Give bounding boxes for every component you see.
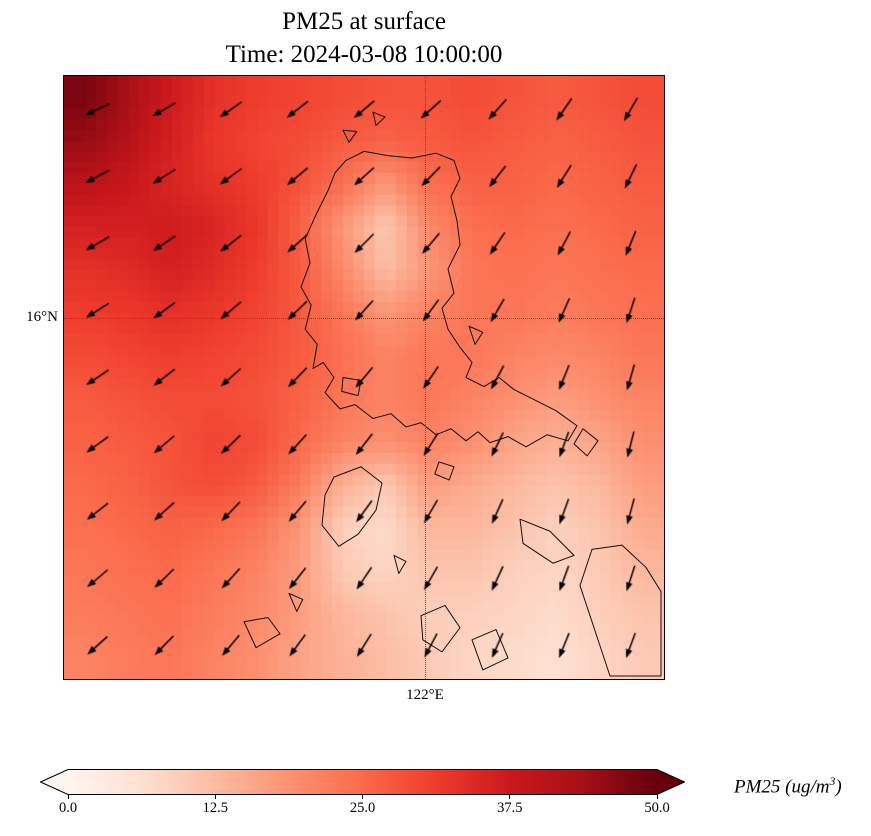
lat-tick-label: 16°N [26, 309, 58, 325]
colorbar-tick-mark [214, 795, 216, 799]
colorbar-tick-label: 12.5 [202, 800, 228, 816]
colorbar-tick-label: 25.0 [349, 800, 376, 816]
wind-quiver [64, 76, 664, 679]
colorbar-label-sup: 3 [829, 775, 836, 788]
colorbar-label-text: PM25 (ug/m [734, 776, 830, 798]
colorbar-gradient [40, 769, 685, 795]
plot-title: PM25 at surface Time: 2024-03-08 10:00:0… [63, 6, 665, 71]
colorbar-tick-label: 50.0 [644, 800, 670, 816]
colorbar: 0.0 12.5 25.0 37.5 50.0 [40, 769, 685, 819]
colorbar-label: PM25 (ug/m3) [734, 769, 842, 798]
colorbar-tick-label: 0.0 [58, 800, 78, 816]
colorbar-tick-mark [509, 795, 511, 799]
colorbar-tick-mark [362, 795, 363, 799]
colorbar-tick-label: 37.5 [497, 800, 523, 816]
lon-tick-label: 122°E [406, 687, 444, 703]
map-panel [63, 75, 665, 680]
plot-title-line2: Time: 2024-03-08 10:00:00 [225, 40, 503, 68]
colorbar-label-suffix: ) [835, 776, 842, 798]
colorbar-tick-mark [656, 795, 658, 799]
colorbar-bar [40, 769, 685, 795]
plot-title-line1: PM25 at surface [282, 8, 446, 35]
colorbar-tick-mark [67, 795, 69, 799]
